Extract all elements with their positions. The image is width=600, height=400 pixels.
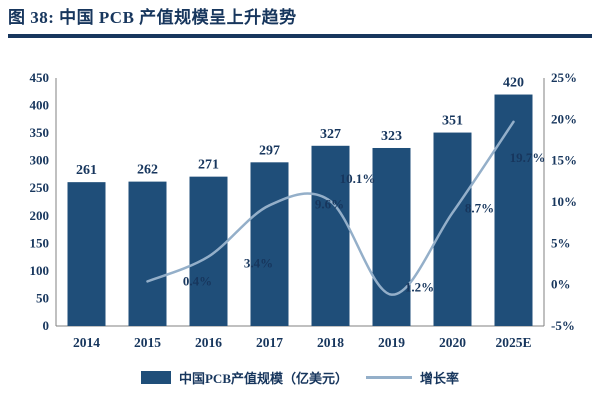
x-axis-label: 2015 [134, 335, 161, 350]
right-axis-tick-label: 0% [551, 277, 571, 292]
bar [189, 176, 228, 326]
pcb-output-chart: 0 50 100 150 200 250 300 350 400 450 -5% 0% 5% 10% 15%… [30, 70, 578, 350]
bar [494, 94, 533, 327]
left-axis-tick-label: 100 [30, 263, 50, 278]
left-axis-tick-label: 200 [30, 208, 50, 223]
growth-rate-label: 1.2% [405, 280, 434, 295]
legend-item-bars: 中国PCB产值规模（亿美元） [140, 368, 348, 387]
bar-value-label: 323 [381, 129, 402, 144]
right-axis-tick-label: 20% [551, 111, 577, 126]
legend-item-line: 增长率 [366, 368, 459, 387]
title-underline [8, 34, 592, 38]
bar-series-label: 中国PCB产值规模（亿美元） [178, 370, 348, 386]
figure-header: 图 38: 中国 PCB 产值规模呈上升趋势 [8, 6, 592, 38]
left-axis-tick-label: 350 [30, 125, 50, 140]
left-axis-tick-label: 150 [30, 235, 50, 250]
bar [250, 162, 289, 326]
bar-value-label: 271 [198, 158, 219, 173]
chart-area: 0 50 100 150 200 250 300 350 400 450 -5% 0% 5% 10% 15%… [0, 60, 600, 360]
line-series-swatch [366, 375, 412, 379]
right-axis-tick-label: 5% [551, 235, 571, 250]
bar-series-swatch [140, 370, 171, 384]
left-axis-tick-label: 400 [30, 98, 50, 113]
bar [372, 147, 411, 326]
x-axis-label: 2017 [256, 335, 283, 350]
bar [433, 132, 472, 326]
growth-rate-label: 10.1% [340, 171, 376, 186]
figure-title: 图 38: 中国 PCB 产值规模呈上升趋势 [8, 8, 297, 27]
bar-value-label: 351 [442, 114, 463, 129]
x-axis-label: 2016 [195, 335, 222, 350]
right-axis-tick-label: 10% [551, 194, 577, 209]
bar-value-label: 262 [137, 163, 158, 178]
growth-rate-label: 0.4% [183, 273, 212, 288]
bar [128, 181, 167, 326]
bar-value-label: 297 [259, 143, 280, 158]
left-axis-tick-label: 0 [43, 318, 50, 333]
right-axis-tick-label: 15% [551, 153, 577, 168]
left-axis-tick-label: 300 [30, 153, 50, 168]
bar-value-label: 327 [320, 127, 341, 142]
x-axis-label: 2025E [495, 335, 531, 350]
bar-value-label: 261 [76, 163, 97, 178]
growth-rate-label: 19.7% [510, 150, 546, 165]
growth-rate-label: 9.6% [315, 196, 344, 211]
bar-value-label: 420 [503, 76, 524, 91]
left-axis-tick-label: 250 [30, 180, 50, 195]
bar [311, 145, 350, 326]
x-axis-label: 2020 [439, 335, 466, 350]
left-axis-tick-label: 450 [30, 70, 50, 85]
x-axis-label: 2018 [317, 335, 344, 350]
line-series-label: 增长率 [420, 370, 460, 386]
left-axis-tick-label: 50 [36, 290, 49, 305]
growth-rate-label: 3.4% [244, 256, 273, 271]
chart-legend: 中国PCB产值规模（亿美元） 增长率 [0, 366, 600, 388]
growth-rate-line [146, 120, 515, 296]
bar [67, 182, 106, 326]
growth-rate-label: 8.7% [465, 201, 494, 216]
x-axis-label: 2014 [73, 335, 100, 350]
right-axis-tick-label: 25% [551, 70, 577, 85]
x-axis-label: 2019 [378, 335, 405, 350]
right-axis-tick-label: -5% [551, 318, 575, 333]
